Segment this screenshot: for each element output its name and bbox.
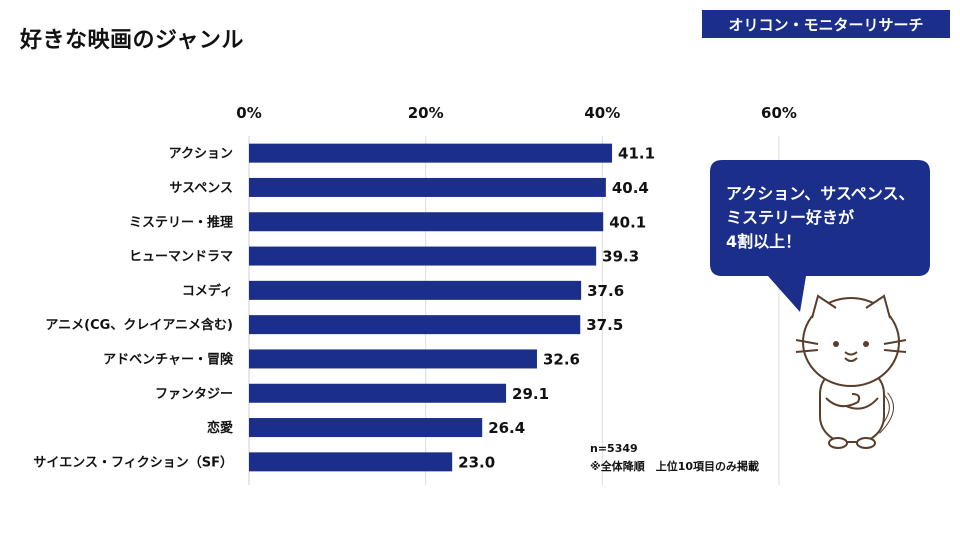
category-label: サスペンス: [169, 181, 233, 196]
value-label: 23.0: [458, 453, 495, 471]
bar: [249, 418, 483, 438]
category-label: ヒューマンドラマ: [129, 250, 233, 265]
bar: [249, 212, 604, 232]
x-tick-label: 60%: [761, 104, 797, 122]
category-label: ファンタジー: [155, 387, 233, 402]
cat-mascot-icon: [795, 294, 907, 449]
category-label: ミステリー・推理: [129, 214, 233, 230]
speech-bubble-shape: [710, 160, 930, 312]
value-label: 26.4: [488, 419, 525, 437]
speech-bubble: [710, 160, 930, 312]
bar: [249, 452, 453, 472]
value-label: 39.3: [602, 248, 639, 266]
value-label: 41.1: [618, 145, 655, 163]
callout-line-3: 4割以上！: [726, 232, 802, 251]
bar: [249, 143, 613, 163]
value-label: 40.1: [609, 213, 646, 231]
x-tick-label: 40%: [584, 104, 620, 122]
x-tick-label: 0%: [236, 104, 261, 122]
bar: [249, 246, 597, 266]
callout-line-2: ミステリー好きが: [726, 208, 855, 227]
category-label: アニメ(CG、クレイアニメ含む): [45, 317, 233, 333]
category-label: コメディ: [182, 283, 233, 299]
caption-note: ※全体降順 上位10項目のみ掲載: [590, 460, 760, 473]
bar: [249, 177, 606, 197]
value-label: 37.5: [586, 316, 623, 334]
bar: [249, 349, 537, 369]
callout-text: アクション、サスペンス、 ミステリー好きが 4割以上！: [726, 182, 936, 254]
value-label: 37.6: [587, 282, 624, 300]
category-label: アクション: [169, 147, 233, 162]
category-label: サイエンス・フィクション（SF）: [33, 454, 233, 470]
bar: [249, 383, 507, 403]
bars: [249, 143, 613, 472]
value-label: 29.1: [512, 385, 549, 403]
value-label: 32.6: [543, 350, 580, 368]
bar: [249, 280, 582, 300]
x-tick-label: 20%: [408, 104, 444, 122]
x-axis-ticks: 0% 20% 40% 60%: [236, 104, 797, 122]
sample-size-note: n=5349: [590, 442, 638, 455]
brand-label: オリコン・モニターリサーチ: [702, 10, 950, 38]
category-label: 恋愛: [207, 420, 233, 436]
callout-line-1: アクション、サスペンス、: [726, 184, 915, 203]
category-labels: アクションサスペンスミステリー・推理ヒューマンドラマコメディアニメ(CG、クレイ…: [33, 147, 234, 471]
category-label: アドベンチャー・冒険: [103, 351, 234, 367]
value-labels: 41.1 40.4 40.1 39.3 37.6 37.5 32.6 29.1 26.4 23.0: [458, 145, 655, 472]
value-label: 40.4: [612, 179, 649, 197]
page-title: 好きな映画のジャンル: [20, 28, 244, 53]
bar: [249, 315, 581, 335]
